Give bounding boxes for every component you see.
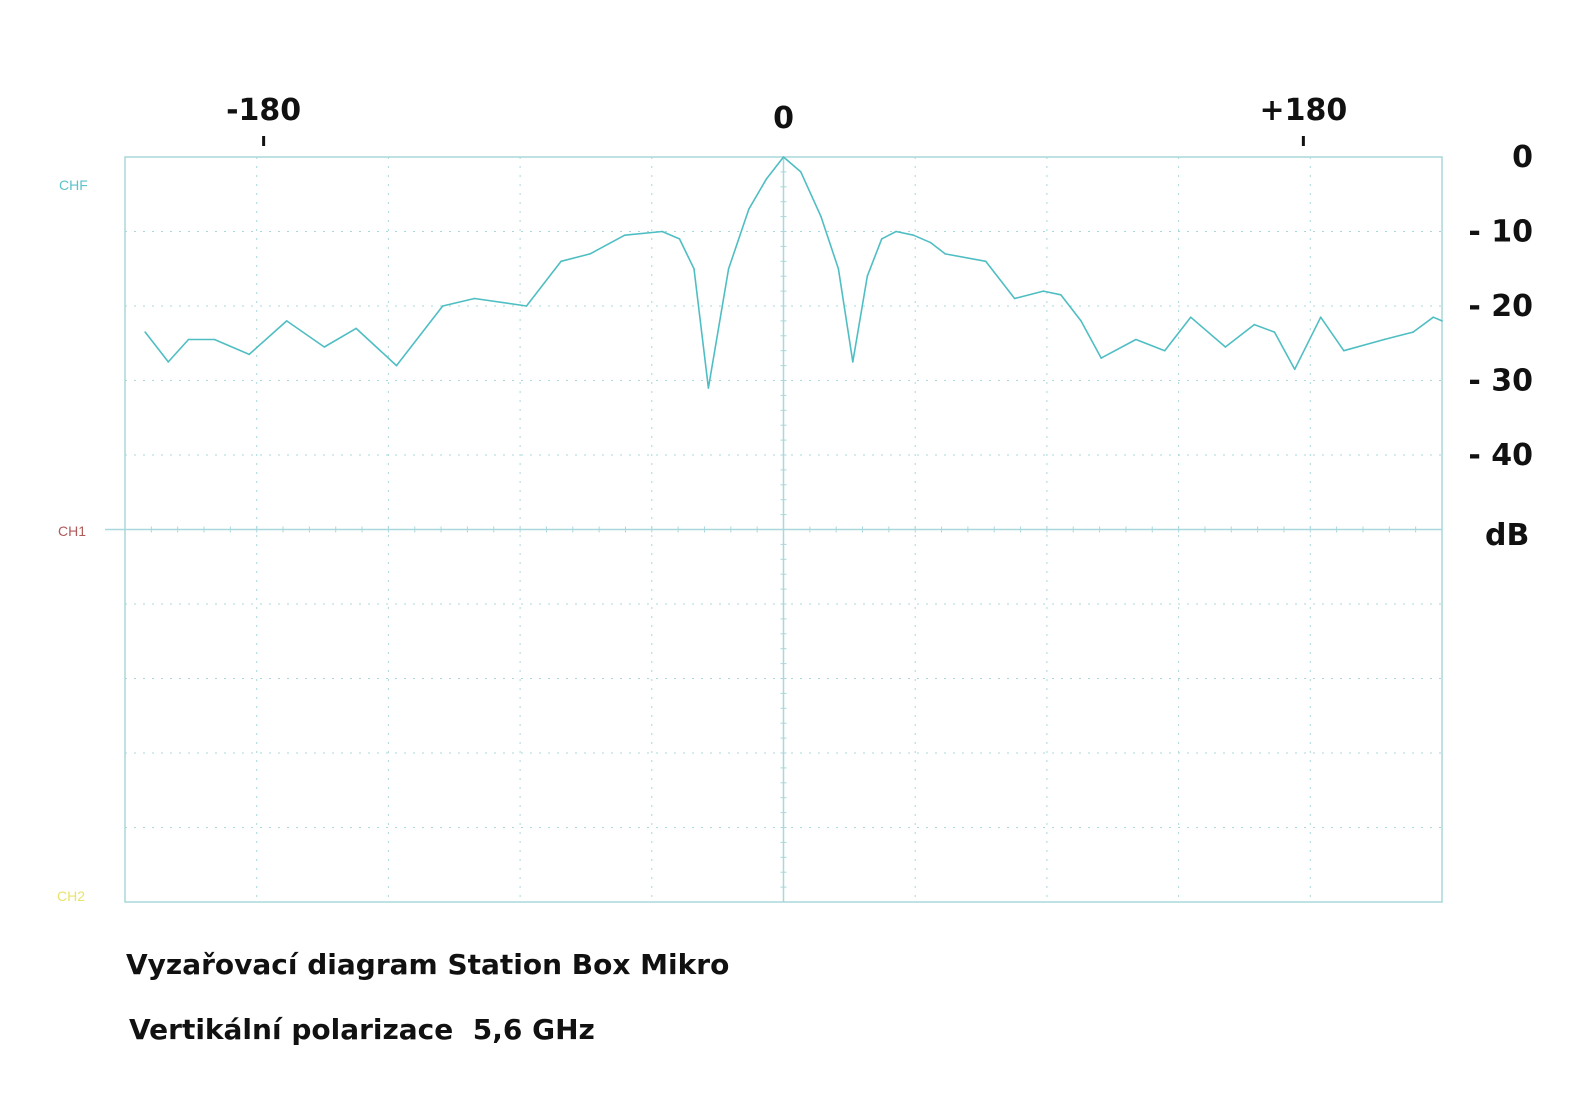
ch1-channel-label: CH1 bbox=[58, 523, 86, 539]
data-point bbox=[912, 234, 915, 236]
series-layer bbox=[144, 156, 1443, 389]
data-point bbox=[589, 253, 591, 255]
data-point bbox=[800, 171, 802, 173]
data-point bbox=[984, 260, 987, 263]
data-point bbox=[678, 238, 681, 240]
data-point bbox=[285, 320, 288, 322]
data-point bbox=[1163, 349, 1166, 352]
data-point bbox=[323, 346, 326, 348]
ch2-channel-label: CH2 bbox=[57, 888, 85, 904]
y-tick-label: 0 bbox=[1512, 140, 1533, 175]
x-axis-ticks: -180 0 +180 bbox=[226, 93, 1347, 146]
data-point bbox=[1432, 316, 1435, 319]
data-point bbox=[144, 331, 146, 333]
data-point bbox=[213, 338, 216, 341]
data-point bbox=[866, 275, 869, 278]
data-point bbox=[1293, 368, 1296, 371]
data-point bbox=[782, 156, 785, 158]
data-point bbox=[765, 178, 767, 181]
data-point bbox=[930, 241, 932, 244]
data-point bbox=[895, 230, 897, 233]
data-point bbox=[248, 353, 250, 356]
data-point bbox=[852, 361, 854, 363]
x-tick-label: 0 bbox=[773, 101, 794, 136]
data-point bbox=[560, 260, 562, 263]
x-tick-label: -180 bbox=[226, 93, 301, 128]
data-point bbox=[1060, 294, 1062, 296]
y-axis-unit-label: dB bbox=[1485, 518, 1529, 553]
data-point bbox=[820, 215, 822, 218]
data-point bbox=[1189, 316, 1192, 319]
y-tick-label: - 10 bbox=[1468, 215, 1533, 250]
data-point bbox=[1319, 316, 1322, 319]
data-point bbox=[1383, 338, 1385, 341]
data-point bbox=[167, 361, 170, 363]
data-point bbox=[1253, 323, 1256, 326]
data-point bbox=[187, 338, 190, 341]
data-point bbox=[441, 305, 444, 307]
data-point bbox=[1273, 331, 1276, 333]
y-tick-label: - 20 bbox=[1468, 289, 1533, 324]
chart-title: Vyzařovací diagram Station Box Mikro bbox=[126, 948, 730, 981]
x-tick-label: +180 bbox=[1259, 93, 1347, 128]
data-point bbox=[1100, 357, 1102, 359]
data-point bbox=[473, 297, 476, 300]
data-point bbox=[1343, 349, 1345, 352]
data-point bbox=[837, 268, 840, 270]
data-point bbox=[1013, 297, 1016, 300]
data-point bbox=[880, 238, 883, 240]
y-axis-ticks: 0 - 10 - 20 - 30 - 40 bbox=[1468, 140, 1533, 473]
data-point bbox=[727, 268, 730, 270]
data-point bbox=[1135, 338, 1137, 341]
data-point bbox=[1042, 290, 1045, 292]
data-point bbox=[1441, 320, 1443, 322]
data-point bbox=[707, 387, 710, 389]
y-tick-label: - 30 bbox=[1468, 364, 1533, 399]
data-point bbox=[395, 364, 398, 367]
grid bbox=[105, 156, 1443, 903]
data-point bbox=[1412, 331, 1414, 333]
chf-channel-label: CHF bbox=[59, 177, 88, 193]
data-point bbox=[355, 327, 357, 330]
data-point bbox=[944, 253, 946, 255]
y-tick-label: - 40 bbox=[1468, 438, 1533, 473]
chart-subtitle: Vertikální polarizace 5,6 GHz bbox=[129, 1013, 595, 1046]
data-point bbox=[748, 208, 750, 210]
channel-labels: CHF CH1 CH2 bbox=[57, 177, 88, 904]
data-point bbox=[661, 230, 663, 233]
data-point bbox=[525, 305, 528, 307]
data-point bbox=[623, 234, 626, 236]
data-point bbox=[1224, 346, 1227, 348]
series-line bbox=[144, 156, 1443, 389]
data-point bbox=[1080, 320, 1082, 322]
data-point bbox=[693, 268, 695, 270]
